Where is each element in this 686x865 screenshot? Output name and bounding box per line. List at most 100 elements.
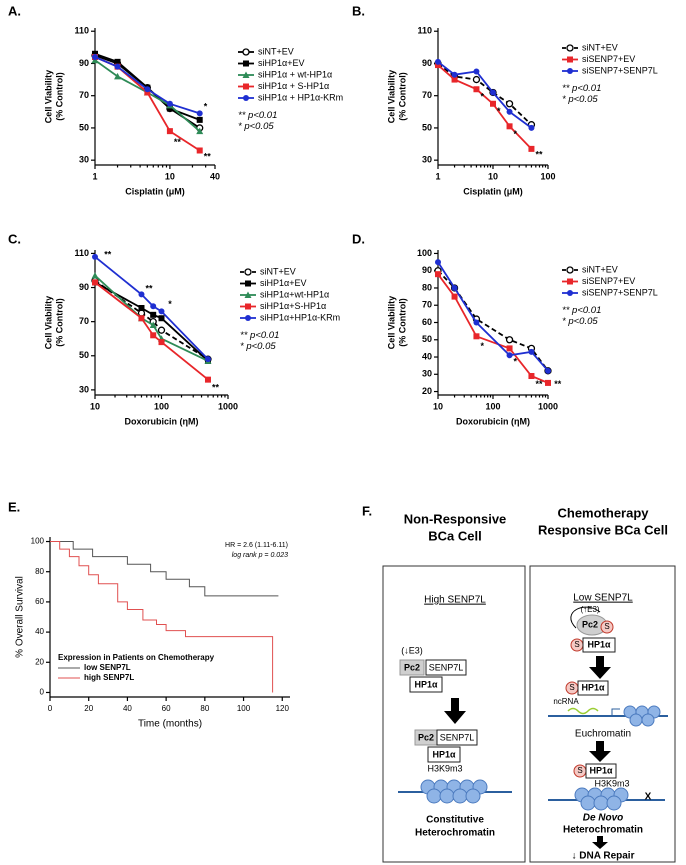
marker bbox=[244, 291, 252, 298]
annotation: ** bbox=[145, 284, 153, 294]
legend-label: siNT+EV bbox=[260, 266, 296, 276]
annotation: ** bbox=[104, 249, 112, 259]
panel-label: E. bbox=[8, 499, 20, 514]
x-tick-label: 0 bbox=[48, 704, 53, 713]
y-tick-label: 30 bbox=[79, 155, 89, 165]
x-tick-label: 20 bbox=[84, 704, 93, 713]
hp1-label: HP1α bbox=[581, 682, 605, 692]
marker bbox=[138, 305, 145, 311]
column-title: BCa Cell bbox=[428, 528, 481, 543]
marker bbox=[196, 127, 204, 135]
annotation: * bbox=[480, 92, 484, 102]
nucleosomes bbox=[420, 779, 488, 804]
x-tick-label: 100 bbox=[540, 171, 555, 181]
pc2-label: Pc2 bbox=[582, 619, 598, 629]
marker bbox=[473, 333, 480, 340]
series-line bbox=[50, 541, 279, 597]
marker bbox=[243, 95, 249, 101]
senp7l-label: SENP7L bbox=[429, 662, 464, 672]
legend-label: siSENP7+EV bbox=[582, 276, 635, 286]
e3-label: (↓E3) bbox=[401, 645, 423, 655]
annotation: * bbox=[204, 101, 208, 111]
hp1-label: HP1α bbox=[414, 679, 438, 689]
marker bbox=[150, 311, 157, 318]
note: log rank p = 0.023 bbox=[232, 552, 288, 559]
annotation: * bbox=[514, 129, 518, 139]
sumo-label: S bbox=[574, 640, 579, 649]
panel-label: C. bbox=[8, 231, 21, 246]
x-tick-label: 10 bbox=[488, 171, 498, 181]
y-tick-label: 30 bbox=[422, 369, 432, 379]
marker bbox=[91, 272, 99, 279]
legend-label: siSENP7+SENP7L bbox=[582, 287, 658, 297]
y-tick-label: 80 bbox=[422, 282, 432, 292]
legend-label: siSENP7+SENP7L bbox=[582, 65, 658, 75]
note: ** p<0.01 bbox=[240, 330, 279, 341]
x-tick-label: 120 bbox=[276, 704, 290, 713]
y-axis-label: (% Control) bbox=[54, 72, 64, 121]
marker bbox=[204, 356, 211, 363]
arrow bbox=[589, 656, 611, 679]
legend-label: siNT+EV bbox=[258, 46, 294, 56]
arrow bbox=[444, 698, 466, 724]
nucleosomes bbox=[574, 787, 629, 811]
marker bbox=[245, 315, 251, 321]
x-tick-label: 80 bbox=[200, 704, 209, 713]
legend-title: Expression in Patients on Chemotherapy bbox=[58, 653, 215, 662]
legend-label: siHP1α+HP1α-KRm bbox=[260, 312, 340, 322]
marker bbox=[528, 348, 535, 355]
marker bbox=[242, 71, 250, 78]
legend-label: siSENP7+EV bbox=[582, 54, 635, 64]
y-axis-label: Cell Viability bbox=[386, 296, 396, 349]
series-line bbox=[437, 61, 532, 129]
annotation: * bbox=[480, 341, 484, 351]
note: * p<0.05 bbox=[562, 316, 598, 327]
legend-label: high SENP7L bbox=[84, 673, 134, 682]
annotation: ** bbox=[535, 150, 543, 160]
y-axis-label: Cell Viability bbox=[43, 70, 53, 123]
tss-arrow bbox=[611, 708, 620, 716]
x-tick-label: 40 bbox=[123, 704, 132, 713]
series-line bbox=[50, 541, 274, 693]
sumo-label: S bbox=[604, 622, 609, 631]
x-axis-label: Doxorubicin (ηM) bbox=[456, 416, 530, 426]
legend-label: siHP1α+S-HP1α bbox=[260, 301, 326, 311]
marker bbox=[157, 326, 166, 334]
marker bbox=[243, 60, 249, 67]
marker bbox=[528, 373, 535, 380]
column-title: Responsive BCa Cell bbox=[538, 522, 668, 537]
pc2-label: Pc2 bbox=[418, 732, 434, 742]
y-tick-label: 30 bbox=[79, 384, 89, 394]
marker bbox=[435, 58, 441, 65]
legend-label: siHP1α + HP1α-KRm bbox=[258, 92, 343, 102]
y-tick-label: 0 bbox=[40, 688, 45, 697]
marker bbox=[566, 266, 574, 274]
marker bbox=[204, 376, 211, 383]
y-tick-label: 90 bbox=[79, 282, 89, 292]
hp1-box bbox=[577, 680, 609, 696]
x-tick-label: 10 bbox=[433, 401, 443, 411]
sumo-label: S bbox=[569, 683, 574, 692]
marker bbox=[114, 63, 121, 70]
y-tick-label: 70 bbox=[422, 300, 432, 310]
y-axis-label: Cell Viability bbox=[43, 296, 53, 349]
y-tick-label: 90 bbox=[422, 265, 432, 275]
y-tick-label: 90 bbox=[79, 58, 89, 68]
column-box bbox=[382, 565, 526, 863]
y-axis-label: % Overall Survival bbox=[15, 576, 26, 658]
legend-label: low SENP7L bbox=[84, 663, 131, 672]
e3-label: (↑E3) bbox=[580, 605, 599, 614]
annotation: * bbox=[497, 106, 501, 116]
y-tick-label: 70 bbox=[79, 90, 89, 100]
y-tick-label: 100 bbox=[417, 248, 432, 258]
outcome-label: ↓ DNA Repair bbox=[572, 851, 635, 862]
marker bbox=[149, 321, 157, 329]
x-tick-label: 10 bbox=[165, 171, 175, 181]
y-tick-label: 70 bbox=[79, 316, 89, 326]
hp1-box bbox=[585, 763, 617, 779]
marker bbox=[92, 279, 98, 286]
y-tick-label: 60 bbox=[422, 317, 432, 327]
hp1-box bbox=[409, 676, 443, 693]
y-tick-label: 110 bbox=[417, 26, 432, 36]
marker bbox=[92, 50, 98, 57]
